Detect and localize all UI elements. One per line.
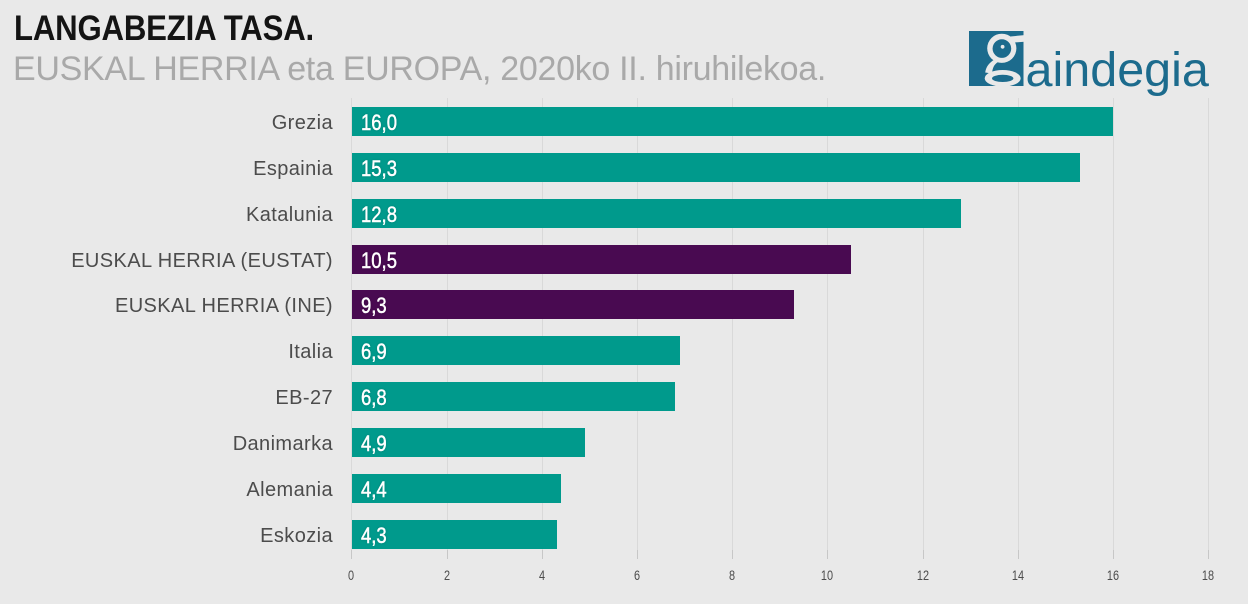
svg-text:aindegia: aindegia [1026, 43, 1209, 97]
